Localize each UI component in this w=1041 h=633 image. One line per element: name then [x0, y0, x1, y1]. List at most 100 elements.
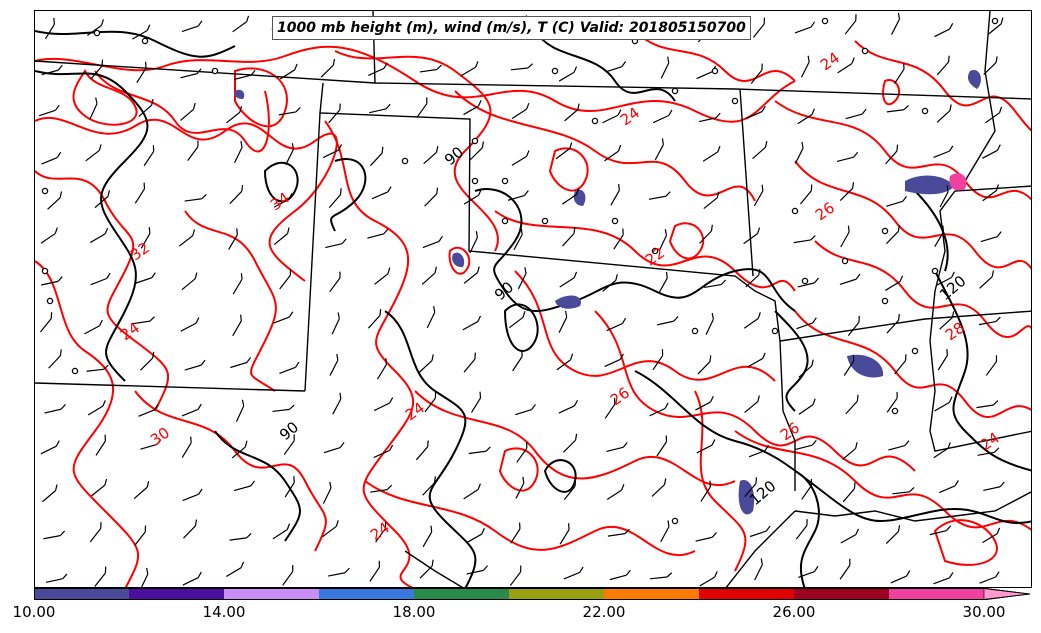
temperature-contour — [72, 69, 138, 126]
wind-barb — [606, 484, 625, 500]
temperature-contour-label: 26 — [777, 419, 803, 445]
wind-barb — [797, 108, 815, 125]
wind-barb — [94, 190, 111, 209]
colorbar-tick-label: 14.00 — [202, 603, 246, 621]
wind-barb — [89, 97, 98, 120]
wind-barb — [605, 61, 627, 73]
wind-barb — [516, 441, 528, 463]
wind-barb — [748, 444, 770, 458]
wind-barb — [233, 480, 255, 492]
wind-barb — [894, 354, 907, 375]
wind-barb — [892, 487, 915, 495]
wind-barb — [937, 349, 948, 371]
wind-barb — [87, 19, 105, 36]
wind-barb — [842, 482, 856, 503]
temperature-contour — [514, 270, 776, 382]
height-contour — [35, 70, 149, 382]
wind-barb — [426, 306, 436, 329]
height-contour — [35, 30, 236, 58]
temperature-contour-label: 30 — [147, 424, 173, 450]
temperature-contour — [364, 480, 696, 557]
wind-barb — [796, 317, 817, 330]
wind-barb — [228, 228, 238, 250]
wind-barb — [983, 481, 1005, 492]
calm-wind-marker — [93, 29, 101, 37]
wind-barb — [563, 566, 584, 580]
wind-barb — [749, 525, 771, 538]
wind-barb — [235, 399, 245, 422]
wind-barb — [180, 317, 200, 332]
wind-barb — [468, 446, 491, 455]
calm-wind-marker — [861, 47, 869, 55]
calm-wind-marker — [991, 17, 999, 25]
wind-barb — [419, 559, 434, 579]
temperature-contour — [933, 519, 998, 566]
wind-barb — [48, 349, 62, 369]
wind-barb — [91, 478, 108, 497]
wind-barb — [89, 227, 109, 244]
height-contour — [634, 370, 1031, 525]
wind-barb — [752, 141, 768, 160]
wind-barb — [132, 316, 155, 325]
wind-barb — [138, 98, 154, 118]
colorbar-segment — [889, 588, 985, 600]
wind-barb — [563, 479, 577, 500]
wind-barb — [469, 141, 484, 161]
wind-barb — [798, 398, 816, 415]
wind-barb — [90, 272, 111, 286]
temperature-shade-patch — [234, 89, 245, 99]
wind-barb — [462, 315, 482, 331]
wind-barb — [285, 143, 295, 166]
wind-barb — [136, 61, 147, 83]
wind-barb — [329, 353, 339, 376]
wind-barb — [794, 21, 816, 34]
height-contour — [214, 430, 301, 542]
wind-barb — [135, 272, 156, 284]
map-title: 1000 mb height (m), wind (m/s), T (C) Va… — [272, 16, 751, 40]
wind-barb — [939, 185, 949, 208]
wind-barb — [507, 190, 529, 201]
wind-barb — [85, 144, 102, 162]
colorbar-tick-label: 10.00 — [12, 603, 56, 621]
wind-barb — [328, 567, 350, 577]
temperature-contour — [814, 240, 1031, 338]
wind-barb — [182, 571, 202, 586]
wind-barb — [977, 447, 1000, 456]
height-contour — [330, 158, 367, 232]
wind-barb — [84, 319, 103, 335]
temperature-contour — [134, 390, 327, 552]
wind-barb — [800, 55, 810, 78]
wind-barb — [752, 17, 766, 38]
wind-barb — [652, 349, 664, 371]
wind-barb — [332, 392, 342, 415]
wind-barb — [656, 435, 668, 457]
wind-barb — [328, 103, 341, 124]
wind-barb — [839, 558, 851, 580]
wind-barb — [517, 267, 527, 290]
height-contour — [794, 470, 820, 587]
wind-barb — [613, 228, 624, 250]
colorbar-segment — [604, 588, 700, 600]
wind-barb — [934, 23, 954, 38]
wind-barb — [181, 272, 198, 291]
wind-barb — [509, 565, 522, 586]
colorbar-tick-label: 26.00 — [772, 603, 816, 621]
wind-barb — [798, 359, 814, 378]
wind-barb — [934, 225, 945, 248]
height-contour — [914, 190, 949, 272]
wind-barb — [273, 227, 290, 246]
wind-barb — [234, 141, 243, 164]
state-border — [964, 11, 996, 182]
calm-wind-marker — [921, 107, 929, 115]
wind-barb — [985, 106, 1003, 124]
wind-barb — [651, 478, 667, 497]
wind-barb — [513, 228, 523, 251]
map-panel: 24 26 32 34 22 26 24 26 24 28 24 30 24 24 90 90 120 120 90 — [34, 10, 1032, 588]
wind-barb — [284, 476, 295, 498]
calm-wind-marker — [791, 207, 799, 215]
state-border — [739, 88, 754, 277]
wind-barb — [134, 182, 146, 204]
wind-barb — [983, 56, 998, 76]
calm-wind-marker — [671, 87, 679, 95]
wind-barb — [656, 315, 679, 326]
